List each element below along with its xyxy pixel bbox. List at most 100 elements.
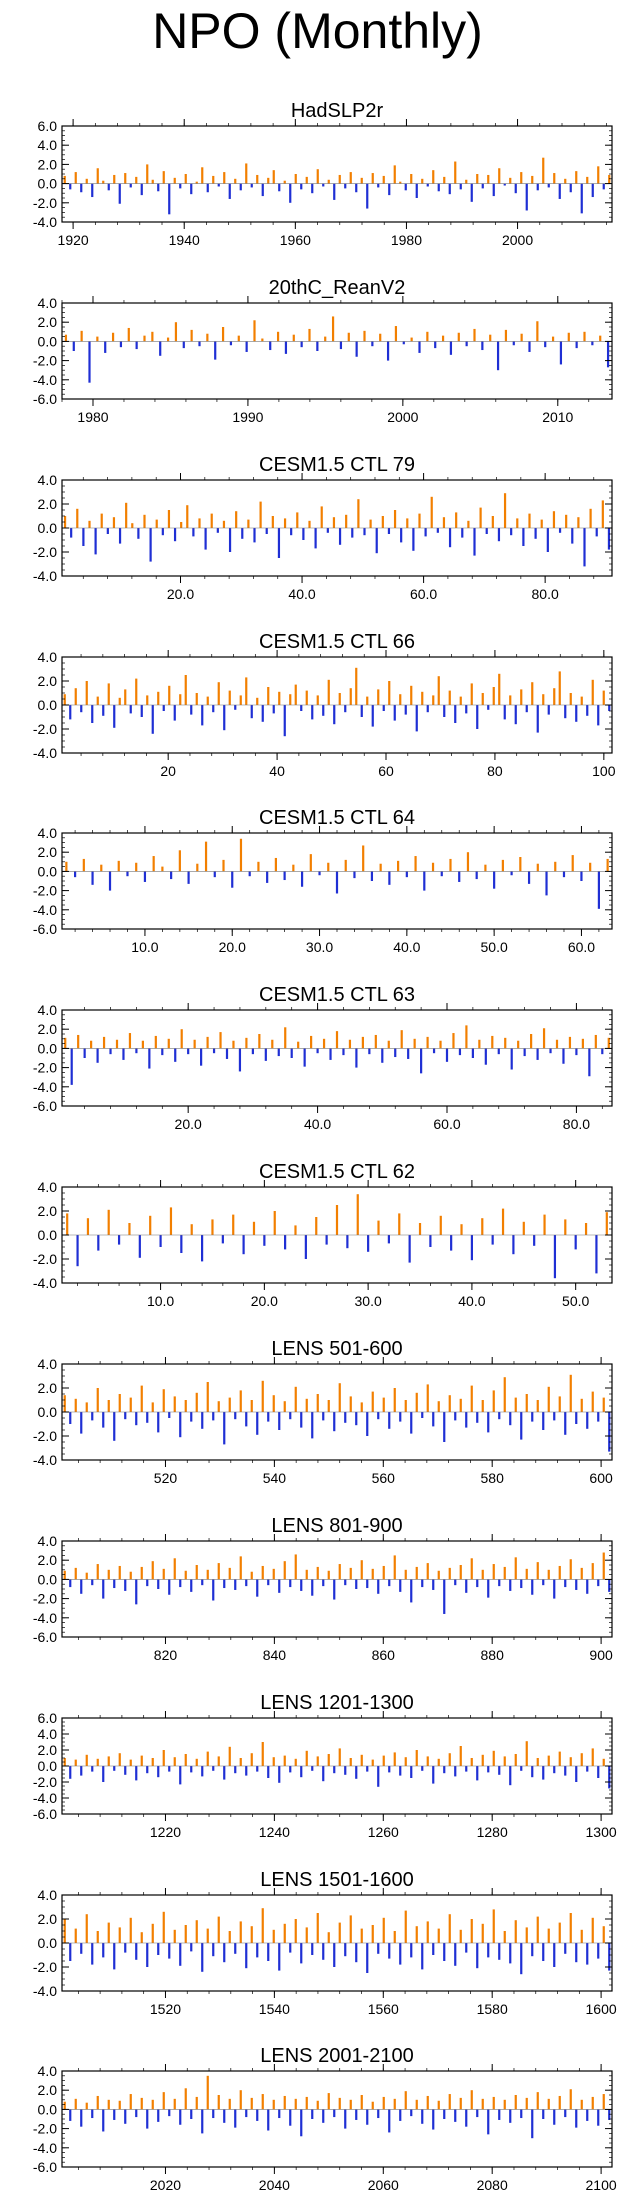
y-tick-label: -2.0 — [33, 721, 57, 737]
x-tick-label: 20.0 — [251, 1293, 278, 1309]
chart-title: HadSLP2r — [291, 100, 384, 122]
x-tick-label: 860 — [372, 1647, 396, 1663]
x-tick-label: 40.0 — [288, 586, 315, 602]
chart-panel-5: CESM1.5 CTL 64 -6.0 -4.0 -2.0 0.0 2.0 4.0 10.0 2… — [33, 807, 613, 955]
y-tick-label: 4.0 — [38, 825, 58, 841]
y-tick-label: 2.0 — [38, 1021, 58, 1037]
x-tick-label: 2080 — [477, 2177, 508, 2193]
x-tick-label: 30.0 — [355, 1293, 382, 1309]
y-tick-label: 4.0 — [38, 1179, 58, 1195]
y-tick-label: -4.0 — [33, 372, 57, 388]
y-tick-label: -6.0 — [33, 1629, 57, 1645]
y-tick-label: 0.0 — [38, 1935, 58, 1951]
x-tick-label: 1220 — [150, 1824, 181, 1840]
y-tick-label: 2.0 — [38, 1552, 58, 1568]
y-tick-label: 2.0 — [38, 844, 58, 860]
y-tick-label: -2.0 — [33, 1428, 57, 1444]
x-tick-label: 60.0 — [568, 939, 595, 955]
x-tick-label: 2000 — [387, 409, 418, 425]
x-tick-label: 10.0 — [147, 1293, 174, 1309]
y-tick-label: 4.0 — [38, 649, 58, 665]
x-tick-label: 1940 — [169, 232, 200, 248]
y-tick-label: 0.0 — [38, 1758, 58, 1774]
y-tick-label: 2.0 — [38, 314, 58, 330]
x-tick-label: 60 — [378, 763, 394, 779]
chart-panel-11: LENS 1501-1600 -4.0 -2.0 0.0 2.0 4.0 1520 1540 1… — [33, 1869, 617, 2017]
x-tick-label: 60.0 — [433, 1116, 460, 1132]
y-tick-label: -2.0 — [33, 1959, 57, 1975]
y-tick-label: -2.0 — [33, 1060, 57, 1076]
chart-panel-2: 20thC_ReanV2 -6.0 -4.0 -2.0 0.0 2.0 4.0 1980 199… — [33, 277, 613, 425]
x-tick-label: 20.0 — [175, 1116, 202, 1132]
chart-title: CESM1.5 CTL 64 — [259, 807, 415, 829]
x-tick-label: 40.0 — [304, 1116, 331, 1132]
chart-panel-10: LENS 1201-1300 -6.0-4.0-2.00.02.04.06.0 12… — [33, 1692, 617, 1840]
y-tick-label: 6.0 — [38, 118, 58, 134]
y-tick-label: -2.0 — [33, 2121, 57, 2137]
y-tick-label: 4.0 — [38, 1356, 58, 1372]
y-tick-label: 0.0 — [38, 176, 58, 192]
plot-frame — [61, 1009, 613, 1107]
x-tick-label: 1600 — [586, 2001, 617, 2017]
x-tick-label: 1960 — [280, 232, 311, 248]
x-tick-label: 820 — [154, 1647, 178, 1663]
plot-frame — [61, 2070, 613, 2168]
y-tick-label: -6.0 — [33, 921, 57, 937]
x-tick-label: 40 — [269, 763, 285, 779]
y-tick-label: 2.0 — [38, 496, 58, 512]
y-tick-label: 4.0 — [38, 295, 58, 311]
chart-title: CESM1.5 CTL 62 — [259, 1161, 415, 1183]
chart-panel-12: LENS 2001-2100 -6.0 -4.0 -2.0 0.0 2.0 4.0 2020 2… — [33, 2045, 617, 2193]
x-tick-label: 10.0 — [131, 939, 158, 955]
y-tick-label: -6.0 — [33, 1098, 57, 1114]
x-tick-label: 2010 — [542, 409, 573, 425]
chart-panel-3: CESM1.5 CTL 79 -4.0 -2.0 0.0 2.0 4.0 20.0 40.0 6… — [33, 454, 613, 602]
chart-title: LENS 801-900 — [271, 1515, 402, 1537]
y-tick-label: 0.0 — [38, 2101, 58, 2117]
y-tick-label: -4.0 — [33, 1452, 57, 1468]
y-tick-label: 0.0 — [38, 1227, 58, 1243]
x-tick-label: 80.0 — [532, 586, 559, 602]
x-tick-label: 520 — [154, 1470, 178, 1486]
y-tick-label: 2.0 — [38, 1742, 58, 1758]
y-tick-label: -4.0 — [33, 1983, 57, 1999]
x-tick-label: 1300 — [586, 1824, 617, 1840]
x-tick-label: 900 — [589, 1647, 613, 1663]
x-tick-label: 1980 — [391, 232, 422, 248]
y-tick-label: 2.0 — [38, 1203, 58, 1219]
x-tick-label: 560 — [372, 1470, 396, 1486]
chart-panel-8: LENS 501-600 -4.0 -2.0 0.0 2.0 4.0 520 540 560 58… — [33, 1338, 613, 1486]
x-tick-label: 100 — [592, 763, 616, 779]
chart-title: LENS 1501-1600 — [260, 1869, 413, 1891]
x-tick-label: 580 — [481, 1470, 505, 1486]
chart-panel-7: CESM1.5 CTL 62 -4.0 -2.0 0.0 2.0 4.0 10.0 20.0 3… — [33, 1161, 613, 1309]
x-tick-label: 40.0 — [458, 1293, 485, 1309]
y-tick-label: 2.0 — [38, 673, 58, 689]
y-tick-label: 0.0 — [38, 1571, 58, 1587]
y-tick-label: 2.0 — [38, 1911, 58, 1927]
y-tick-label: 0.0 — [38, 333, 58, 349]
chart-title: CESM1.5 CTL 63 — [259, 984, 415, 1006]
chart-title: LENS 2001-2100 — [260, 2045, 413, 2067]
y-tick-label: -6.0 — [33, 1806, 57, 1822]
chart-title: CESM1.5 CTL 79 — [259, 454, 415, 476]
x-tick-label: 1920 — [58, 232, 89, 248]
y-tick-label: -4.0 — [33, 1610, 57, 1626]
y-tick-label: -4.0 — [33, 214, 57, 230]
x-tick-label: 1280 — [477, 1824, 508, 1840]
chart-panel-6: CESM1.5 CTL 63 -6.0 -4.0 -2.0 0.0 2.0 4.0 20.0 4… — [33, 984, 613, 1132]
y-tick-label: -2.0 — [33, 1774, 57, 1790]
x-tick-label: 1560 — [368, 2001, 399, 2017]
chart-panel-9: LENS 801-900 -6.0 -4.0 -2.0 0.0 2.0 4.0 820 840 8… — [33, 1515, 613, 1663]
y-tick-label: -2.0 — [33, 883, 57, 899]
y-tick-label: 4.0 — [38, 1533, 58, 1549]
x-tick-label: 600 — [589, 1470, 613, 1486]
x-tick-label: 60.0 — [410, 586, 437, 602]
y-tick-label: -2.0 — [33, 195, 57, 211]
x-tick-label: 2060 — [368, 2177, 399, 2193]
y-tick-label: -4.0 — [33, 1079, 57, 1095]
x-tick-label: 1240 — [259, 1824, 290, 1840]
chart-title: LENS 501-600 — [271, 1338, 402, 1360]
x-tick-label: 50.0 — [562, 1293, 589, 1309]
x-tick-label: 20.0 — [167, 586, 194, 602]
